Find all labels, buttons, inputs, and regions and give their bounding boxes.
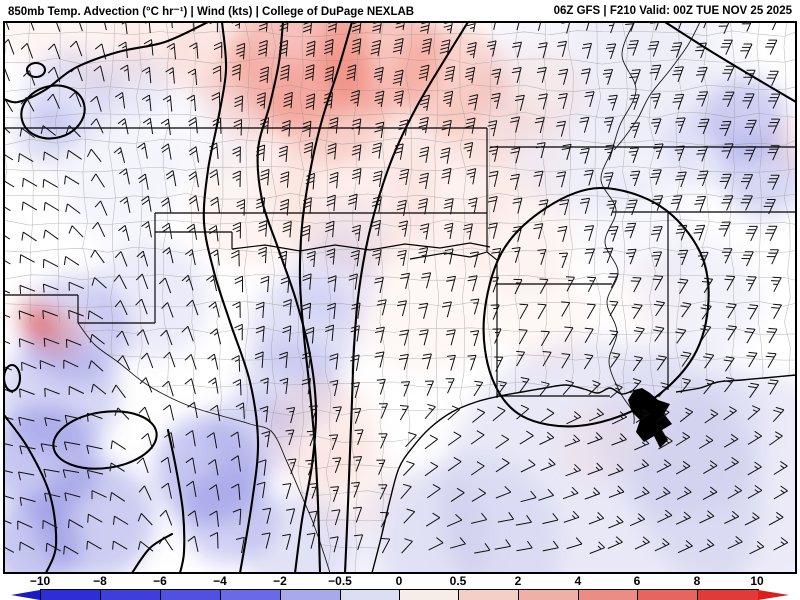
colorbar-tick-label: 6 [633, 574, 641, 588]
colorbar-tick-label: −4 [213, 574, 227, 588]
colorbar-segment [161, 590, 221, 600]
colorbar-tick-label: −6 [153, 574, 167, 588]
colorbar-segment [579, 590, 638, 600]
colorbar-left-arrow [11, 590, 40, 600]
colorbar-segment [41, 590, 101, 600]
colorbar-segment [101, 590, 161, 600]
colorbar-segment [638, 590, 698, 600]
mississippi-delta [628, 388, 672, 448]
map-border [3, 21, 797, 574]
colorbar-tick-label: −2 [273, 574, 287, 588]
colorbar-segment [459, 590, 519, 600]
colorbar-tick-label: 2 [514, 574, 522, 588]
colorbar-tick-label: 0 [395, 574, 403, 588]
colorbar-tick-label: 0.5 [449, 574, 467, 588]
header-bar: 850mb Temp. Advection (°C hr⁻¹) | Wind (… [0, 0, 800, 21]
colorbar-tick-label: 8 [693, 574, 701, 588]
colorbar-segment [221, 590, 281, 600]
colorbar-tick-label: −10 [29, 574, 51, 588]
colorbar-segment [400, 590, 459, 600]
colorbar: −10 −8 −6 −4 −2 −0.5 0 0.5 2 4 6 8 10 [0, 573, 800, 600]
colorbar-segment [698, 590, 758, 600]
colorbar-segment [281, 590, 341, 600]
colorbar-tick-label: 10 [750, 574, 764, 588]
colorbar-segment [341, 590, 400, 600]
header-title: 850mb Temp. Advection (°C hr⁻¹) | Wind (… [8, 5, 415, 18]
wind-barbs-layer [4, 22, 789, 555]
colorbar-tick-label: −8 [93, 574, 107, 588]
colorbar-segments [40, 589, 759, 600]
colorbar-tick-label: 4 [574, 574, 582, 588]
colorbar-right-arrow [758, 590, 789, 600]
colorbar-segment [519, 590, 579, 600]
colorbar-tick-label: −0.5 [328, 574, 352, 588]
header-model-valid-time: 06Z GFS | F210 Valid: 00Z TUE NOV 25 202… [553, 4, 792, 17]
contour-lines-layer [4, 22, 796, 573]
